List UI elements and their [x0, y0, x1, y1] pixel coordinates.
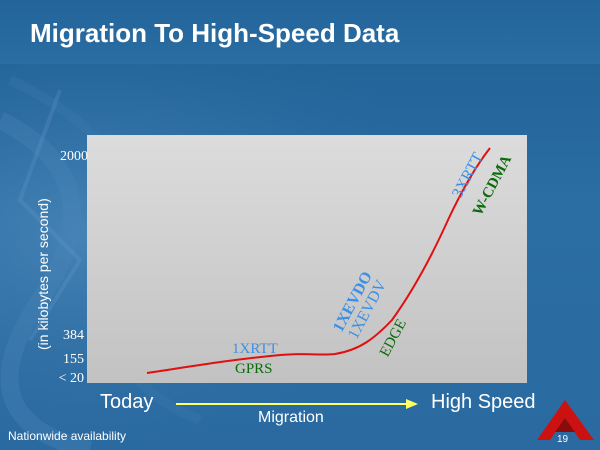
tech-label-1xrtt: 1XRTT: [232, 341, 278, 357]
x-axis-start-label: Today: [100, 391, 154, 413]
footer-note: Nationwide availability: [8, 429, 127, 443]
y-tick-label: 2000: [60, 149, 88, 164]
title-band: [0, 0, 600, 64]
chart-plot-area: [87, 135, 527, 383]
y-tick-label: 155: [63, 352, 84, 367]
y-tick-label: 384: [63, 328, 84, 343]
x-axis-end-label: High Speed: [431, 391, 536, 413]
slide-title: Migration To High-Speed Data: [30, 18, 400, 48]
page-number: 19: [557, 434, 569, 445]
y-tick-label: < 20: [58, 371, 84, 386]
migration-arrowhead: [406, 399, 418, 409]
tech-label-gprs: GPRS: [235, 361, 273, 377]
growth-curve: [146, 147, 491, 374]
company-logo: [537, 400, 594, 440]
x-axis-center-label: Migration: [258, 409, 324, 426]
